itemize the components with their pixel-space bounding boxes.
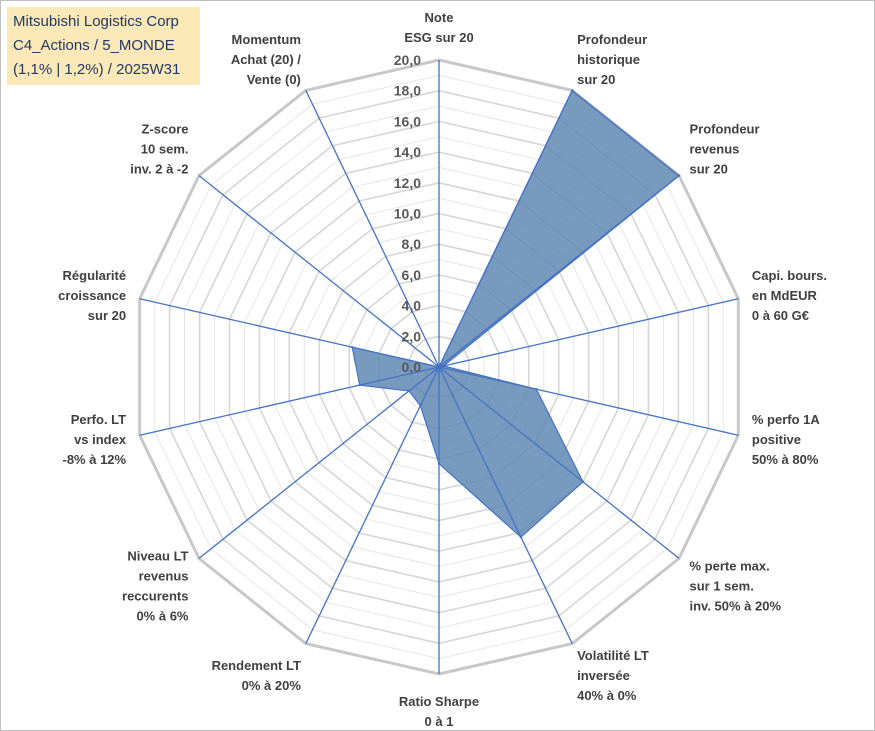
axis-label: Profondeur revenus sur 20 (690, 122, 760, 177)
axis-label-line: Momentum (232, 32, 301, 47)
axis-label-line: 40% à 0% (577, 688, 637, 703)
axis-label: Ratio Sharpe 0 à 1 (399, 694, 479, 729)
tick-label: 14,0 (394, 144, 421, 160)
axis-label-line: sur 20 (577, 72, 615, 87)
tick-label: 2,0 (402, 328, 422, 344)
tick-label: 0,0 (402, 359, 422, 375)
data-point (407, 389, 411, 393)
axis-label-line: reccurents (122, 588, 188, 603)
data-point (437, 365, 441, 369)
axis-label-line: croissance (58, 288, 126, 303)
chart-title-box: Mitsubishi Logistics Corp C4_Actions / 5… (7, 7, 200, 85)
axis-spoke (438, 366, 573, 644)
axis-label: Régularité croissance sur 20 (58, 268, 126, 323)
axis-label-line: Perfo. LT (71, 412, 126, 427)
axis-label-line: revenus (139, 568, 189, 583)
axis-label-line: Profondeur (577, 32, 647, 47)
axis-label-line: inversée (577, 668, 630, 683)
axis-label-line: sur 1 sem. (690, 578, 754, 593)
axis-label: Profondeur historique sur 20 (577, 32, 647, 87)
data-point (677, 174, 681, 177)
axis-label-line: Régularité (63, 268, 127, 283)
axis-label-line: sur 20 (690, 162, 728, 177)
axis-label-line: positive (752, 432, 801, 447)
title-line-3: (1,1% | 1,2%) / 2025W31 (13, 61, 181, 78)
axis-label: % perfo 1A positive 50% à 80% (752, 412, 821, 467)
axis-spoke (198, 175, 440, 368)
data-point (571, 89, 574, 92)
axis-spoke (438, 90, 573, 368)
axis-label-line: -8% à 12% (63, 452, 127, 467)
axis-label-line: en MdEUR (752, 288, 818, 303)
axis-label-line: vs index (74, 432, 127, 447)
tick-label: 18,0 (394, 83, 421, 99)
axis-spoke (305, 90, 440, 368)
data-point (419, 404, 422, 407)
data-point (437, 462, 441, 465)
tick-label: 16,0 (394, 113, 421, 129)
axis-label-line: Volatilité LT (577, 648, 649, 663)
axis-label-line: Z-score (142, 122, 189, 137)
axis-spoke (438, 175, 680, 368)
axis-label: Capi. bours. en MdEUR 0 à 60 G€ (752, 268, 827, 323)
axis-spoke (438, 298, 739, 368)
axis-spoke (305, 366, 440, 644)
axis-label-line: inv. 2 à -2 (130, 162, 188, 177)
axis-label-line: 0 à 60 G€ (752, 308, 809, 323)
data-point (351, 346, 354, 349)
axis-spoke (198, 366, 440, 559)
axis-label: Niveau LT revenus reccurents 0% à 6% (122, 548, 189, 623)
axis-spoke (139, 298, 440, 368)
axis-label: % perte max. sur 1 sem. inv. 50% à 20% (690, 558, 782, 613)
axis-label-line: revenus (690, 142, 740, 157)
data-point (535, 388, 538, 391)
tick-label: 6,0 (402, 267, 422, 283)
axis-spoke (438, 366, 739, 436)
tick-label: 20,0 (394, 52, 421, 68)
axis-spoke (438, 366, 680, 559)
data-point (519, 535, 523, 539)
title-line-2: C4_Actions / 5_MONDE (13, 37, 175, 54)
axis-label-line: % perfo 1A (752, 412, 821, 427)
axis-label-line: Achat (20) / (231, 52, 301, 67)
axis-spoke (139, 366, 440, 436)
axis-label-line: 0% à 20% (242, 678, 302, 693)
axis-label: Perfo. LT vs index -8% à 12% (63, 412, 127, 467)
axis-label: Z-score 10 sem. inv. 2 à -2 (130, 122, 188, 177)
axis-label: Momentum Achat (20) / Vente (0) (231, 32, 301, 87)
axis-label: Note ESG sur 20 (404, 10, 473, 45)
axis-label-line: Note (425, 10, 454, 25)
axis-label-line: Rendement LT (212, 658, 301, 673)
axis-label-line: ESG sur 20 (404, 30, 473, 45)
title-line-1: Mitsubishi Logistics Corp (13, 13, 179, 30)
axis-label-line: Capi. bours. (752, 268, 827, 283)
axis-label-line: 50% à 80% (752, 452, 819, 467)
axis-label-line: % perte max. (690, 558, 770, 573)
data-point (358, 383, 361, 387)
tick-label: 12,0 (394, 175, 421, 191)
tick-label: 8,0 (402, 236, 422, 252)
axis-label-line: inv. 50% à 20% (690, 598, 782, 613)
axis-label-line: Vente (0) (247, 72, 301, 87)
data-point (581, 480, 585, 483)
axis-label-line: 10 sem. (141, 142, 189, 157)
axis-label-line: sur 20 (88, 308, 126, 323)
axis-label-line: Ratio Sharpe (399, 694, 479, 709)
axis-label: Volatilité LT inversée 40% à 0% (577, 648, 649, 703)
tick-label: 10,0 (394, 206, 421, 222)
data-point (442, 364, 445, 368)
axis-label-line: 0% à 6% (136, 608, 188, 623)
axis-label-line: 0 à 1 (425, 714, 454, 729)
axis-label-line: historique (577, 52, 640, 67)
axis-label-line: Niveau LT (127, 548, 188, 563)
tick-label: 4,0 (402, 298, 422, 314)
axis-label: Rendement LT 0% à 20% (212, 658, 302, 693)
axis-label-line: Profondeur (690, 122, 760, 137)
